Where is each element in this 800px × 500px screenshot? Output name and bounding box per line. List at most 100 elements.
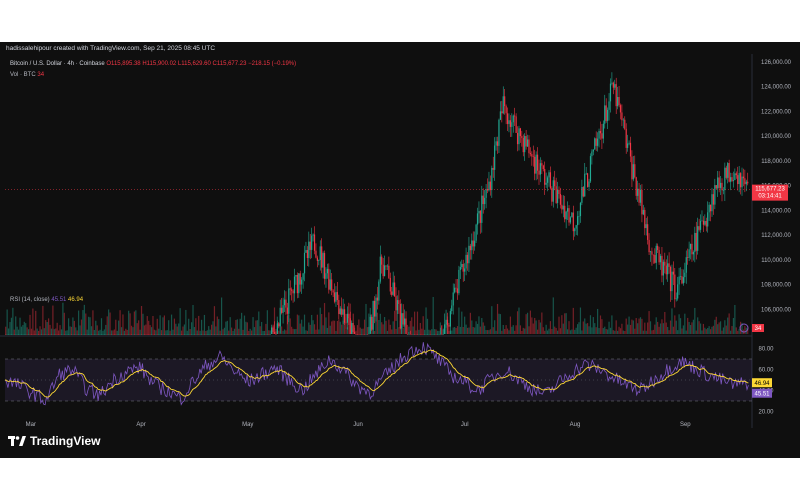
candle-body: [68, 334, 70, 335]
candle-body: [328, 268, 330, 290]
volume-bar: [299, 323, 301, 334]
candle-body: [333, 292, 336, 302]
price-chart[interactable]: 126,000.00 124,000.00 122,000.00 120,000.00…: [0, 42, 800, 428]
volume-bar: [259, 326, 261, 334]
candle-body: [702, 220, 705, 225]
volume-bar: [699, 323, 702, 334]
candle-body: [261, 334, 263, 335]
volume-bar: [579, 307, 582, 334]
volume-bar: [358, 319, 360, 334]
candle-body: [675, 298, 677, 300]
volume-bar: [509, 316, 511, 334]
candle-body: [256, 334, 258, 335]
candle-body: [574, 228, 576, 232]
symbol-name[interactable]: Bitcoin / U.S. Dollar · 4h · Coinbase: [10, 61, 105, 67]
volume-bar: [136, 323, 138, 334]
candle-body: [79, 334, 81, 335]
volume-bar: [226, 320, 228, 334]
candle-body: [125, 334, 127, 335]
volume-bar: [429, 330, 431, 334]
candle-body: [196, 334, 198, 335]
candle-body: [432, 334, 434, 335]
volume-bar: [349, 303, 351, 334]
volume-bar: [408, 326, 410, 334]
volume-bar: [229, 317, 231, 334]
candle-body: [220, 334, 223, 335]
volume-bar: [199, 330, 201, 334]
candle-body: [486, 189, 489, 191]
volume-bar: [732, 318, 735, 334]
volume-bar: [355, 330, 357, 334]
rsi-label[interactable]: RSI (14, close): [10, 297, 50, 303]
change-value: −218.15 (−0.19%): [248, 61, 297, 67]
volume-bar: [727, 317, 729, 334]
volume-label[interactable]: Vol · BTC: [10, 72, 36, 78]
volume-bar: [48, 318, 50, 334]
tradingview-logo[interactable]: TradingView: [8, 434, 100, 448]
volume-bar: [37, 330, 40, 334]
candle-body: [504, 96, 506, 107]
candle-body: [492, 167, 494, 170]
candle-body: [186, 334, 188, 335]
volume-bar: [40, 329, 43, 334]
volume-bar: [253, 327, 256, 334]
candle-body: [373, 300, 376, 317]
candle-body: [253, 334, 256, 335]
candle-body: [36, 334, 38, 335]
candle-body: [627, 143, 629, 148]
volume-bar: [454, 327, 456, 334]
candle-body: [153, 334, 156, 335]
candle-body: [599, 130, 602, 134]
volume-bar: [160, 330, 163, 334]
volume-bar: [281, 326, 283, 334]
candle-body: [652, 254, 654, 256]
candle-body: [283, 299, 286, 306]
candle-body: [110, 334, 113, 335]
candle-body: [718, 177, 720, 188]
volume-bar: [105, 324, 107, 334]
candle-body: [481, 195, 483, 223]
candle-body: [292, 290, 294, 294]
volume-bar: [662, 323, 664, 334]
candle-body: [632, 164, 634, 180]
volume-bar: [146, 316, 148, 334]
candle-body: [296, 274, 298, 294]
candle-body: [132, 334, 134, 335]
candle-body: [99, 334, 101, 335]
volume-bar: [452, 327, 454, 334]
volume-bar: [535, 320, 537, 334]
volume-bar: [79, 325, 81, 334]
volume-bar: [373, 330, 376, 334]
volume-bar: [216, 316, 218, 334]
volume-bar: [16, 326, 18, 334]
rsi-ma-badge-label: 46.94: [754, 381, 770, 387]
candle-body: [449, 311, 451, 327]
x-tick-label: Mar: [26, 422, 36, 428]
volume-bar: [365, 303, 367, 334]
volume-bar: [506, 328, 509, 334]
candle-body: [69, 334, 71, 335]
candle-body: [464, 268, 466, 272]
candle-body: [529, 153, 532, 155]
volume-bar: [399, 320, 401, 334]
volume-bar: [607, 329, 609, 334]
candle-body: [298, 273, 300, 294]
candle-body: [544, 169, 546, 185]
candle-body: [436, 334, 439, 335]
volume-bar: [707, 328, 709, 334]
candle-body: [218, 334, 220, 335]
volume-bar: [156, 318, 158, 334]
candle-body: [312, 234, 314, 236]
volume-bar: [556, 330, 559, 334]
candle-body: [644, 209, 646, 229]
volume-bar: [5, 326, 7, 334]
volume-bar: [168, 320, 170, 334]
candle-body: [691, 243, 693, 255]
candle-body: [649, 251, 652, 253]
volume-bar: [90, 326, 93, 334]
candle-body: [479, 210, 481, 223]
volume-bar: [687, 317, 689, 334]
candle-body: [561, 204, 563, 210]
volume-bar: [739, 321, 742, 334]
candle-body: [524, 136, 526, 153]
